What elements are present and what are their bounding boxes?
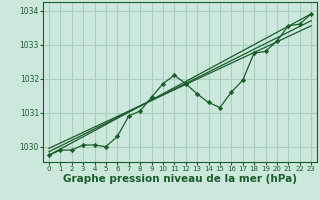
X-axis label: Graphe pression niveau de la mer (hPa): Graphe pression niveau de la mer (hPa) [63, 174, 297, 184]
